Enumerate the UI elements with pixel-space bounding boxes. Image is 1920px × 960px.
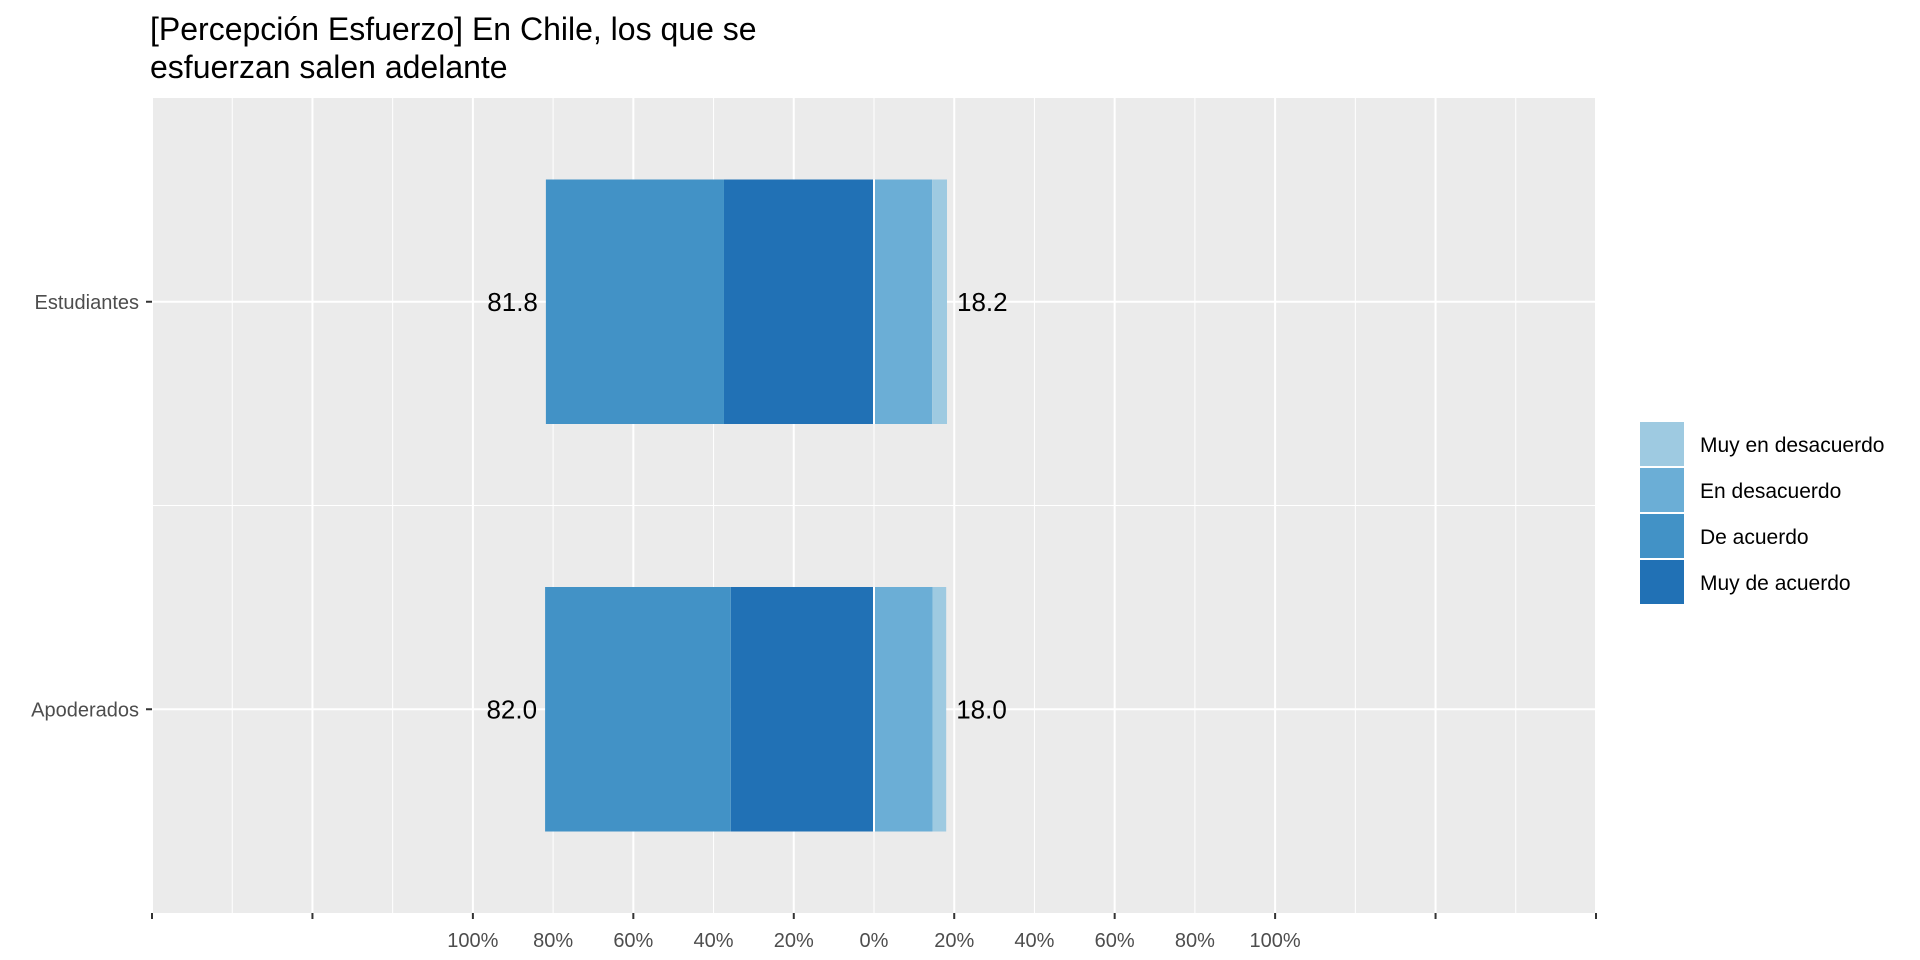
data-label-left-estudiantes: 81.8 (487, 287, 538, 317)
data-label-right-estudiantes: 18.2 (957, 287, 1008, 317)
x-tick-label: 0% (860, 930, 889, 952)
x-axis: 100% 80% 60% 40% 20% 0% 20% 40% 60% 80% 100% (151, 913, 1597, 952)
data-label-left-apoderados: 82.0 (486, 694, 537, 724)
legend-key-de-acuerdo (1640, 514, 1684, 558)
x-tick-label: 80% (533, 930, 573, 952)
bar-muy-en-desacuerdo-estudiantes (932, 179, 948, 424)
bar-de-acuerdo-estudiantes (545, 179, 724, 424)
bar-muy-en-desacuerdo-apoderados (932, 587, 947, 832)
legend-key-muy-de-acuerdo (1640, 560, 1684, 604)
bar-en-desacuerdo-estudiantes (874, 179, 933, 424)
x-tick-label: 40% (694, 930, 734, 952)
x-tick-label: 100% (447, 930, 498, 952)
legend-label: Muy de acuerdo (1700, 572, 1851, 595)
bar-de-acuerdo-apoderados (545, 587, 731, 832)
chart-title-line-2: esfuerzan salen adelante (150, 49, 508, 85)
grid-lines (151, 98, 1597, 913)
x-tick-label: 20% (774, 930, 814, 952)
y-tick-label: Estudiantes (34, 292, 139, 314)
x-tick-label: 20% (934, 930, 974, 952)
legend-key-muy-en-desacuerdo (1640, 422, 1684, 466)
x-tick-label: 100% (1250, 930, 1301, 952)
bar-muy-de-acuerdo-estudiantes (723, 179, 874, 424)
x-tick-label: 60% (613, 930, 653, 952)
legend: Muy en desacuerdo En desacuerdo De acuerdo… (1640, 422, 1884, 604)
y-axis: Estudiantes Apoderados (31, 292, 152, 721)
chart-title-line-1: [Percepción Esfuerzo] En Chile, los que … (150, 11, 757, 47)
x-tick-label: 80% (1175, 930, 1215, 952)
data-label-right-apoderados: 18.0 (956, 694, 1007, 724)
x-tick-label: 60% (1095, 930, 1135, 952)
legend-label: En desacuerdo (1700, 480, 1841, 503)
bar-en-desacuerdo-apoderados (874, 587, 933, 832)
legend-key-en-desacuerdo (1640, 468, 1684, 512)
legend-label: De acuerdo (1700, 526, 1809, 549)
y-tick-label: Apoderados (31, 699, 139, 721)
x-tick-label: 40% (1014, 930, 1054, 952)
bars (545, 179, 948, 832)
legend-label: Muy en desacuerdo (1700, 434, 1884, 457)
data-labels: 81.8 18.2 82.0 18.0 (486, 287, 1007, 725)
bar-muy-de-acuerdo-apoderados (730, 587, 874, 832)
